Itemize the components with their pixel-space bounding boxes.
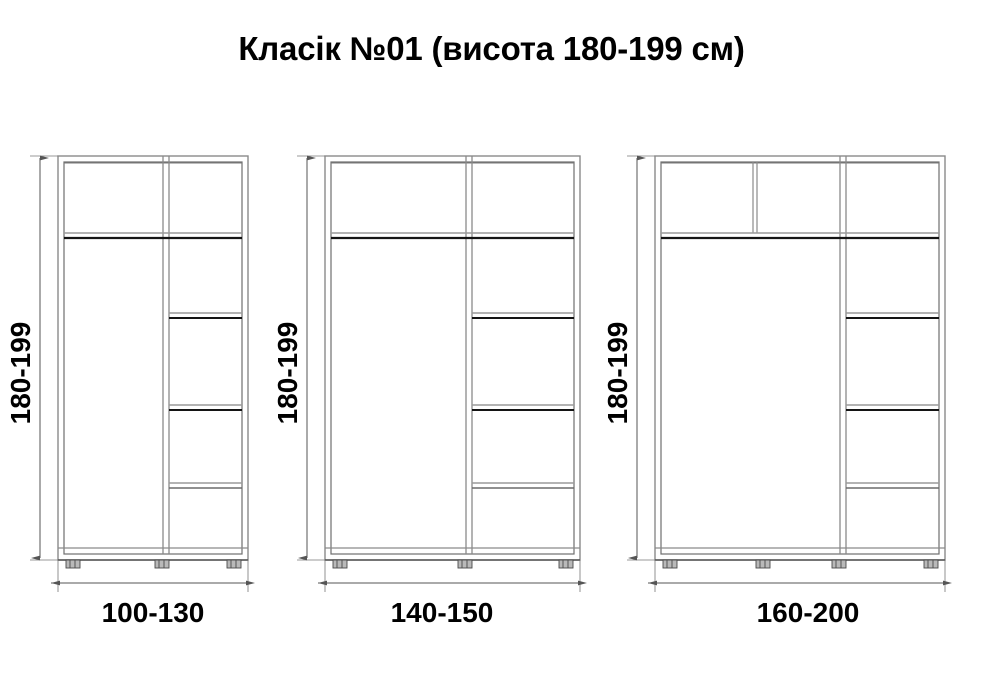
cabinet-3-width-label: 160-200	[757, 597, 860, 628]
cabinet-2-top-shelf	[331, 232, 574, 240]
cabinet-2-legs	[332, 559, 574, 569]
cabinet-1-carcass	[57, 155, 249, 561]
leg	[226, 559, 242, 569]
cabinet-3-height-dimension	[627, 155, 655, 561]
cabinet-1-width-dimension	[51, 560, 255, 592]
leg	[831, 559, 847, 569]
cabinet-3-outer-frame	[654, 155, 946, 561]
cabinet-3-height-label: 180-199	[602, 322, 633, 425]
cabinet-1-divider	[162, 156, 170, 554]
cabinet-2-inner-frame	[330, 161, 575, 555]
cabinet-3-right-shelves	[846, 312, 939, 489]
cabinet-1-outer-frame	[57, 155, 249, 561]
cabinet-3-legs	[662, 559, 939, 569]
cabinet-2: 180-199 140-150	[272, 155, 587, 628]
cabinet-2-outer-frame	[324, 155, 581, 561]
cabinet-1-legs	[65, 559, 242, 569]
leg	[65, 559, 81, 569]
leg	[662, 559, 678, 569]
cabinet-3-top-box-divider	[752, 162, 758, 233]
cabinet-2-width-dimension	[318, 560, 587, 592]
leg	[332, 559, 348, 569]
cabinet-1-height-label: 180-199	[5, 322, 36, 425]
cabinet-3-carcass	[654, 155, 946, 561]
cabinet-3-divider	[839, 156, 847, 554]
cabinet-2-height-label: 180-199	[272, 322, 303, 425]
cabinet-3-inner-frame	[660, 161, 940, 555]
cabinet-2-height-dimension	[297, 155, 325, 561]
leg	[558, 559, 574, 569]
cabinet-2-divider	[465, 156, 473, 554]
leg	[154, 559, 170, 569]
page-title: Класік №01 (висота 180-199 см)	[238, 30, 745, 67]
leg	[923, 559, 939, 569]
cabinet-1-top-shelf	[64, 232, 242, 240]
cabinet-2-width-label: 140-150	[391, 597, 494, 628]
cabinet-1: 180-199 100-130	[5, 155, 255, 628]
cabinet-3: 180-199 160-200	[602, 155, 952, 628]
cabinet-1-right-shelves	[169, 312, 242, 489]
cabinet-3-top-shelf	[661, 232, 939, 240]
cabinet-2-right-shelves	[472, 312, 574, 489]
leg	[457, 559, 473, 569]
cabinet-2-carcass	[324, 155, 581, 561]
cabinet-3-width-dimension	[648, 560, 952, 592]
cabinet-1-width-label: 100-130	[102, 597, 205, 628]
cabinet-1-inner-frame	[63, 161, 243, 555]
leg	[755, 559, 771, 569]
cabinet-1-height-dimension	[30, 155, 58, 561]
